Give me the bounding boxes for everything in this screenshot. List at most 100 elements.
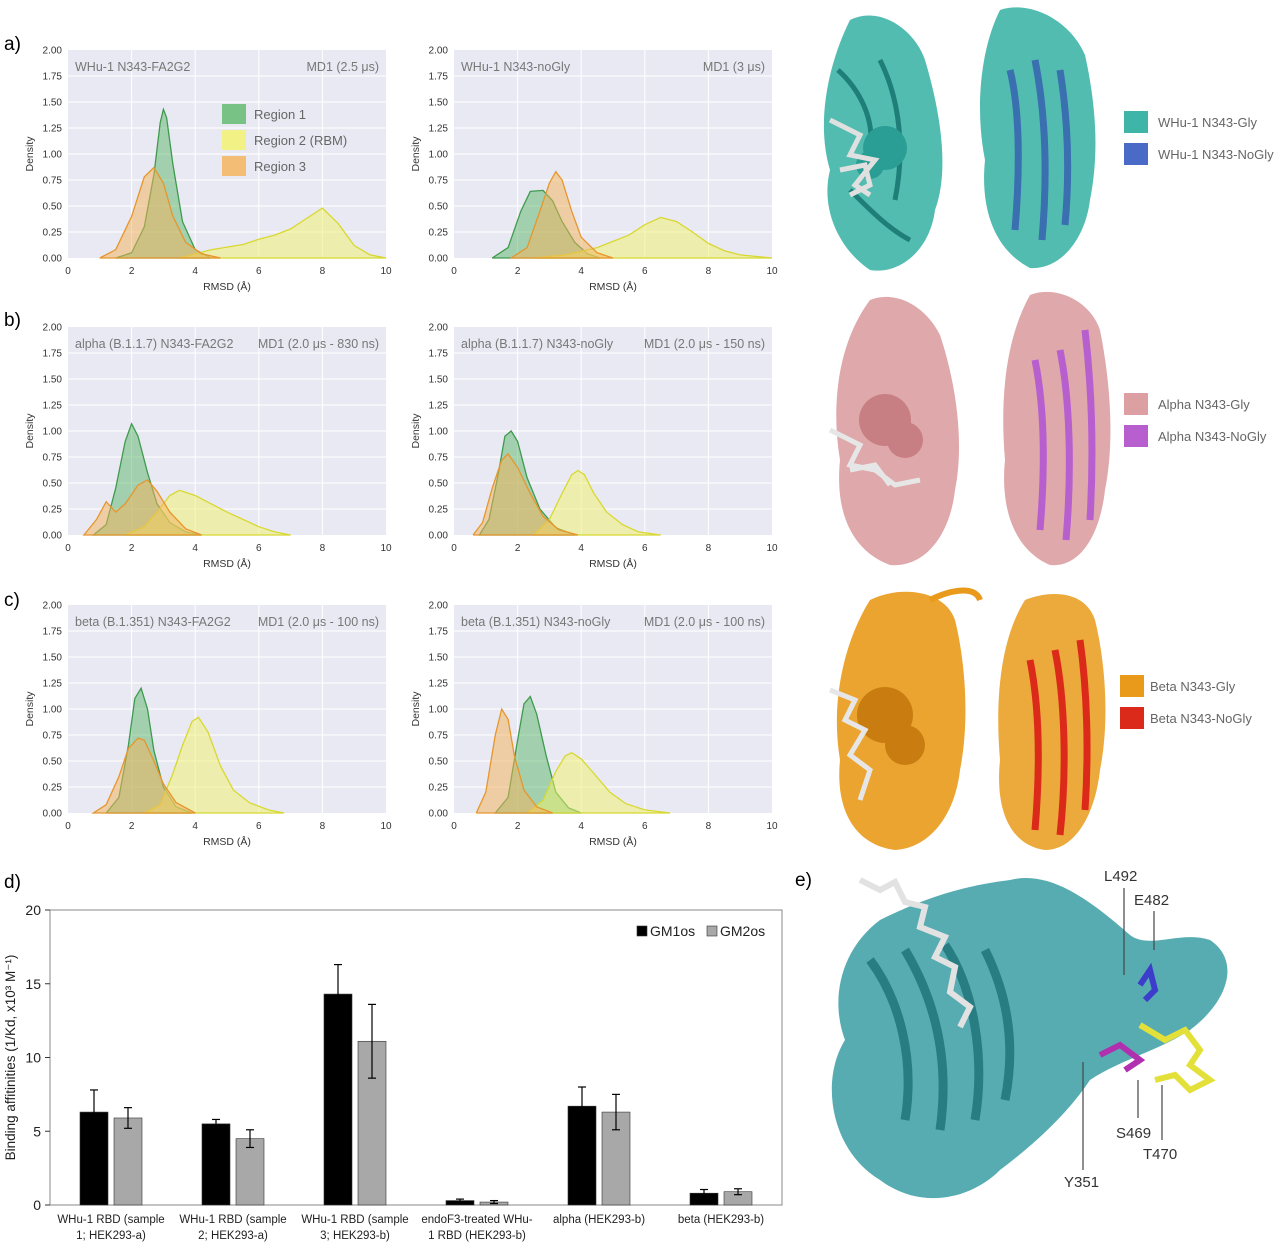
y-tick-label: 1.75: [429, 349, 449, 360]
category-label: endoF3-treated WHu-: [421, 1214, 532, 1226]
y-tick-label: 1.75: [43, 627, 63, 638]
x-tick-label: 4: [192, 266, 198, 277]
y-tick-label: 0.00: [429, 531, 449, 542]
y-tick-label: 1.25: [429, 679, 449, 690]
y-tick-label: 1.00: [429, 427, 449, 438]
legend-whu1-gly: WHu-1 N343-Gly: [1158, 115, 1257, 130]
x-tick-label: 0: [65, 543, 71, 554]
structure-alpha-nogly: [1003, 291, 1111, 566]
plot-title-right: MD1 (2.0 μs - 100 ns): [258, 615, 379, 629]
category-label: 2; HEK293-a): [198, 1230, 268, 1242]
y-tick-label: 0.50: [429, 757, 449, 768]
plot-title-left: beta (B.1.351) N343-noGly: [461, 615, 611, 629]
density-area-region-3: [99, 166, 221, 259]
x-tick-label: 4: [578, 543, 584, 554]
y-tick-label: 0.75: [43, 176, 63, 187]
legend-label-region3: Region 3: [254, 159, 306, 174]
y-tick-label: 1.75: [43, 72, 63, 83]
y-axis-label: Density: [410, 691, 422, 727]
x-tick-label: 4: [192, 543, 198, 554]
y-tick-label: 0.00: [429, 809, 449, 820]
x-tick-label: 6: [642, 543, 648, 554]
x-axis-label: RMSD (Å): [589, 835, 637, 848]
category-label: 3; HEK293-b): [320, 1230, 390, 1242]
y-tick-label: 1.75: [429, 72, 449, 83]
x-tick-label: 6: [256, 266, 262, 277]
legend-beta-gly: Beta N343-Gly: [1150, 679, 1236, 694]
y-tick-label: 0.50: [429, 479, 449, 490]
bar-gm1os: [201, 1123, 231, 1206]
residue-label-l492: L492: [1104, 868, 1137, 885]
panel-letter-d: d): [4, 872, 21, 893]
x-tick-label: 0: [65, 266, 71, 277]
plot-title-left: WHu-1 N343-noGly: [461, 60, 571, 74]
bar-gm2os: [357, 1040, 387, 1206]
plot-title-right: MD1 (2.0 μs - 150 ns): [644, 337, 765, 351]
y-tick-label: 1.75: [429, 627, 449, 638]
y-tick-label: 0.00: [43, 531, 63, 542]
x-tick-label: 8: [320, 266, 326, 277]
y-tick-label: 1.50: [43, 98, 63, 109]
residue-label-t470: T470: [1143, 1146, 1177, 1163]
x-tick-label: 10: [766, 821, 778, 832]
y-tick-label: 0.75: [43, 731, 63, 742]
x-tick-label: 6: [642, 821, 648, 832]
x-tick-label: 10: [380, 821, 392, 832]
x-tick-label: 2: [129, 543, 135, 554]
structure-legend-a: WHu-1 N343-Gly WHu-1 N343-NoGly: [1124, 111, 1274, 165]
plot-title-left: alpha (B.1.1.7) N343-FA2G2: [75, 337, 233, 351]
x-tick-label: 4: [578, 821, 584, 832]
x-tick-label: 8: [706, 266, 712, 277]
y-axis-label: Density: [24, 413, 36, 449]
plot-title-right: MD1 (2.0 μs - 100 ns): [644, 615, 765, 629]
legend-alpha-gly: Alpha N343-Gly: [1158, 397, 1250, 412]
x-tick-label: 0: [451, 543, 457, 554]
density-area-region-2-rbm-: [531, 469, 661, 536]
y-tick-label: 1.50: [43, 653, 63, 664]
x-tick-label: 8: [706, 543, 712, 554]
category-label: beta (HEK293-b): [678, 1214, 764, 1226]
density-plot-c-right: 0.00 0.25 0.50 0.75 1.00 1.25 1.50 1.75 2.00 0 2 4 6…: [410, 601, 778, 849]
structure-panel-e: L492 E482 S469 T470 Y351: [831, 868, 1228, 1199]
x-tick-label: 10: [766, 266, 778, 277]
structure-beta-nogly: [998, 594, 1106, 850]
y-tick-label: 10: [25, 1050, 41, 1066]
x-tick-label: 2: [515, 821, 521, 832]
structure-whu1-nogly: [980, 7, 1096, 269]
legend-swatch-gm1os: [636, 925, 648, 937]
legend-swatch-region2: [222, 130, 246, 150]
x-tick-label: 6: [256, 543, 262, 554]
x-tick-label: 10: [380, 266, 392, 277]
y-tick-label: 1.25: [43, 124, 63, 135]
category-label: alpha (HEK293-b): [553, 1214, 645, 1226]
y-tick-label: 0.00: [43, 809, 63, 820]
density-plot-c-left: 0.00 0.25 0.50 0.75 1.00 1.25 1.50 1.75 2.00 0 2 4 6…: [24, 601, 392, 849]
y-tick-label: 0.00: [429, 254, 449, 265]
legend-beta-nogly: Beta N343-NoGly: [1150, 711, 1252, 726]
legend-label-region1: Region 1: [254, 107, 306, 122]
legend-swatch-gm2os: [706, 925, 718, 937]
plot-title-left: alpha (B.1.1.7) N343-noGly: [461, 337, 614, 351]
x-axis-label: RMSD (Å): [203, 557, 251, 570]
y-tick-label: 2.00: [429, 46, 449, 57]
structure-legend-c: Beta N343-Gly Beta N343-NoGly: [1120, 675, 1252, 729]
y-tick-label: 2.00: [429, 601, 449, 612]
structure-whu1-gly: [823, 15, 943, 271]
y-tick-label: 2.00: [43, 601, 63, 612]
y-tick-label: 1.00: [43, 150, 63, 161]
y-tick-label: 1.00: [43, 427, 63, 438]
structure-alpha-gly: [828, 296, 960, 566]
y-tick-label: 0.25: [43, 783, 63, 794]
bar-gm2os: [235, 1138, 265, 1206]
x-tick-label: 10: [766, 543, 778, 554]
y-tick-label: 0.25: [43, 228, 63, 239]
category-label: 1 RBD (HEK293-b): [428, 1230, 526, 1242]
y-tick-label: 1.25: [43, 679, 63, 690]
y-tick-label: 2.00: [43, 323, 63, 334]
x-tick-label: 0: [451, 266, 457, 277]
density-plot-a-left: 0.00 0.25 0.50 0.75 1.00 1.25 1.50 1.75 2.00 0 2 4 6…: [24, 46, 392, 294]
density-area-region-3: [82, 479, 202, 536]
y-tick-label: 0.75: [429, 453, 449, 464]
density-plot-b-left: 0.00 0.25 0.50 0.75 1.00 1.25 1.50 1.75 2.00 0 2 4 6…: [24, 323, 392, 571]
x-tick-label: 2: [129, 266, 135, 277]
